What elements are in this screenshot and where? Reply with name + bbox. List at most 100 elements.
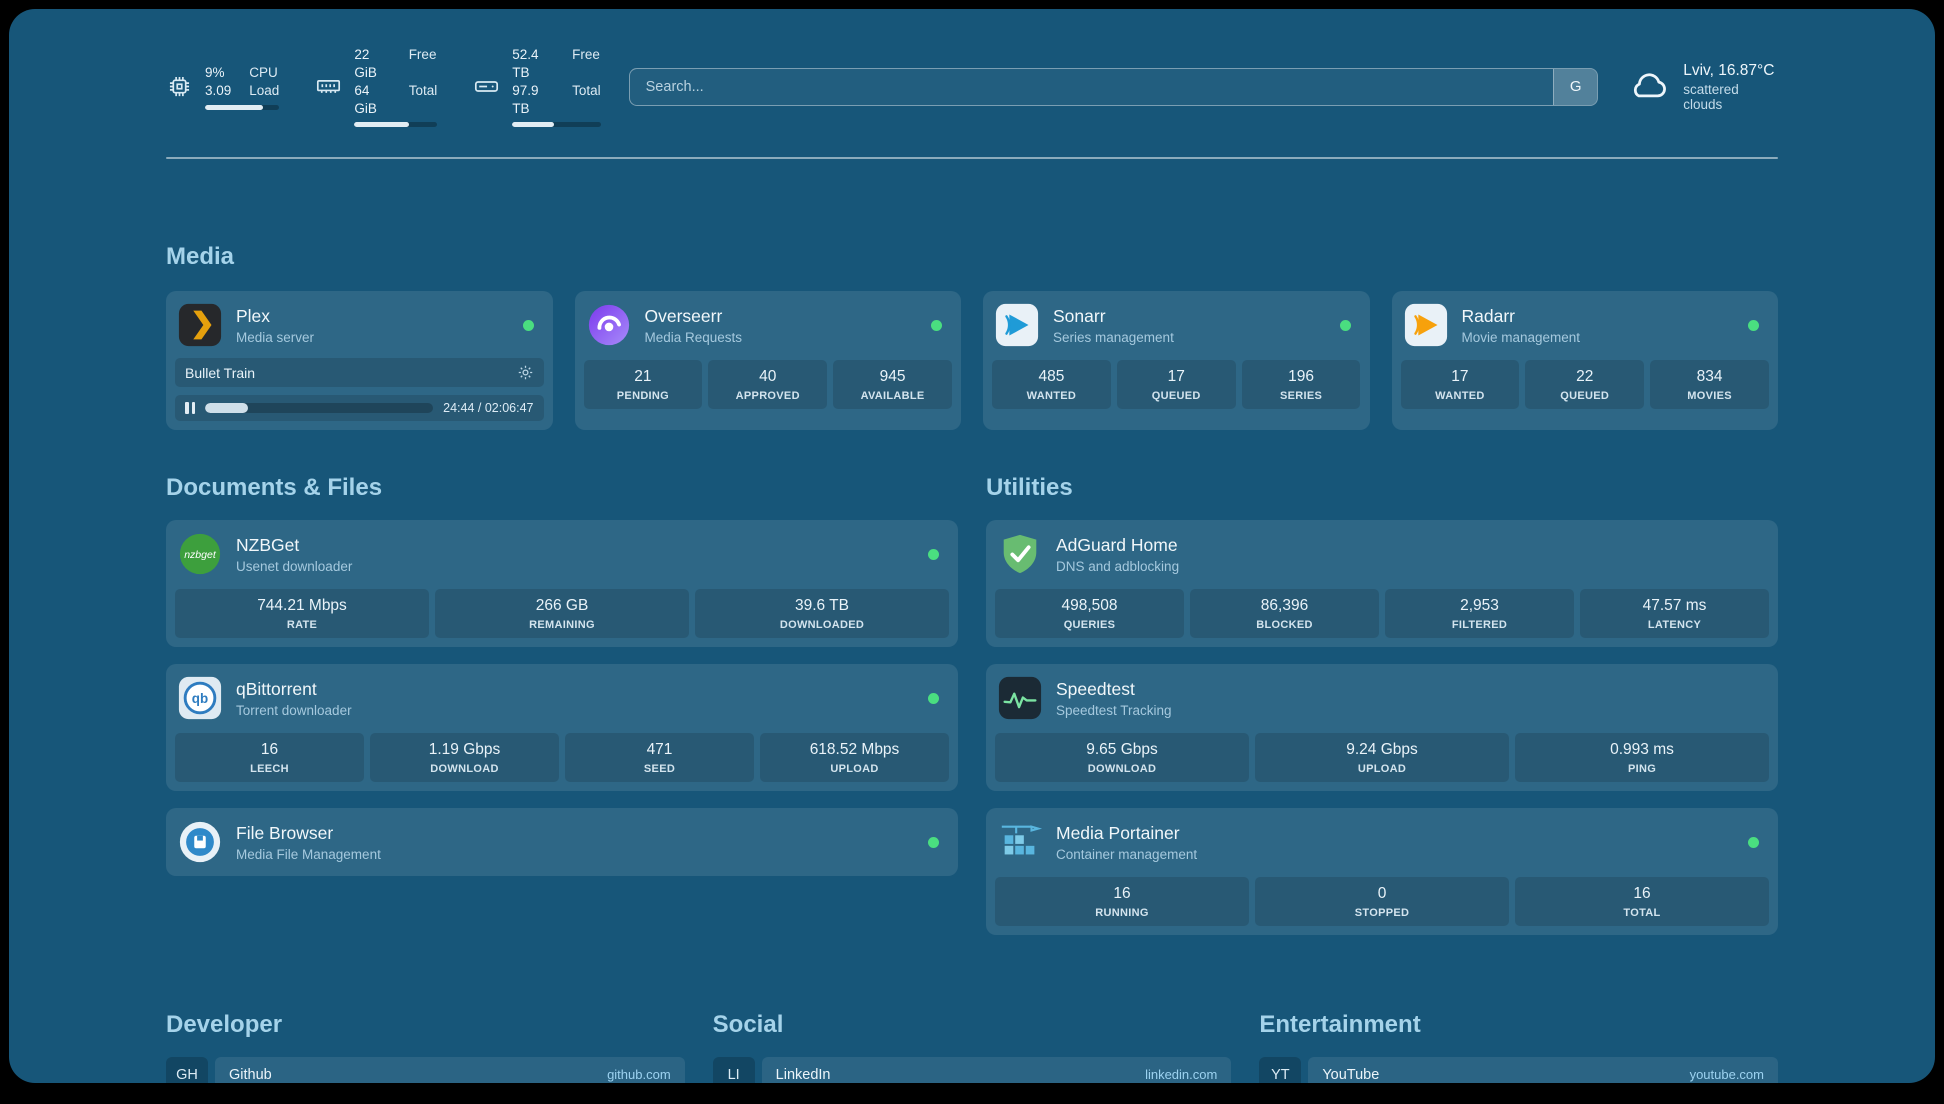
stat-value: 47.57 ms: [1642, 597, 1707, 615]
service-card-plex[interactable]: Plex Media server Bullet Train: [166, 291, 553, 431]
disk-progress-bar: [512, 122, 601, 128]
bookmark-url: linkedin.com: [1145, 1067, 1218, 1083]
memory-total-value: 64 GiB: [354, 83, 377, 116]
service-card-portainer[interactable]: Media Portainer Container management 16 …: [986, 808, 1778, 936]
stat-label: UPLOAD: [830, 763, 879, 776]
speedtest-icon: [997, 675, 1043, 721]
svg-text:qb: qb: [192, 691, 208, 706]
stat-label: DOWNLOAD: [1087, 763, 1157, 776]
svg-text:nzbget: nzbget: [184, 549, 217, 561]
stat-value: 0.993 ms: [1610, 741, 1674, 759]
status-dot: [928, 836, 939, 848]
stat-tile: 39.6 TB DOWNLOADED: [695, 589, 949, 639]
topbar-divider: [166, 157, 1778, 160]
stat-tile: 9.65 Gbps DOWNLOAD: [995, 733, 1249, 783]
stat-label: WANTED: [1026, 390, 1077, 403]
memory-progress-fill: [354, 122, 410, 128]
stat-tile: 196 SERIES: [1241, 360, 1361, 410]
status-dot: [1748, 836, 1759, 848]
stat-value: 945: [879, 368, 906, 386]
stat-tile: 0 STOPPED: [1255, 877, 1509, 927]
service-subtitle: Series management: [1053, 329, 1174, 345]
now-playing-title: Bullet Train: [185, 364, 256, 381]
stat-tile: 21 PENDING: [583, 360, 703, 410]
stat-value: 196: [1288, 368, 1314, 386]
gear-icon[interactable]: [517, 364, 534, 381]
service-name: Plex: [236, 305, 271, 326]
service-subtitle: Usenet downloader: [236, 558, 353, 574]
stat-tile: 618.52 Mbps UPLOAD: [760, 733, 949, 783]
search-provider-button[interactable]: G: [1553, 68, 1598, 105]
service-card-radarr[interactable]: Radarr Movie management 17 WANTED 22 QUE…: [1391, 291, 1778, 431]
service-subtitle: Container management: [1056, 846, 1198, 862]
filebrowser-icon: [177, 819, 223, 865]
service-card-adguard[interactable]: AdGuard Home DNS and adblocking 498,508 …: [986, 520, 1778, 648]
memory-label-2: Total: [408, 83, 438, 99]
bookmark-github[interactable]: GH Github github.com: [166, 1057, 685, 1083]
service-subtitle: DNS and adblocking: [1056, 558, 1180, 574]
stat-label: REMAINING: [529, 619, 595, 632]
service-card-nzbget[interactable]: nzbget NZBGet Usenet downloader 744.21 M…: [166, 520, 958, 648]
status-dot: [928, 548, 939, 560]
memory-widget: 22 GiB Free 64 GiB Total: [315, 46, 438, 128]
pause-button[interactable]: [185, 402, 195, 415]
cpu-icon: [166, 73, 193, 100]
portainer-icon: [997, 819, 1043, 865]
section-title-utilities: Utilities: [986, 474, 1073, 502]
stat-value: 17: [1451, 368, 1469, 386]
service-name: AdGuard Home: [1056, 534, 1178, 555]
media-card-grid: Plex Media server Bullet Train: [166, 291, 1778, 431]
stat-value: 16: [260, 741, 279, 759]
stat-tile: 498,508 QUERIES: [995, 589, 1184, 639]
stat-tile: 471 SEED: [565, 733, 754, 783]
stat-tile: 22 QUEUED: [1525, 360, 1645, 410]
stat-value: 22: [1576, 368, 1594, 386]
service-card-sonarr[interactable]: Sonarr Series management 485 WANTED 17 Q…: [983, 291, 1370, 431]
disk-progress-fill: [512, 122, 554, 128]
service-card-filebrowser[interactable]: File Browser Media File Management: [166, 808, 958, 877]
stat-label: FILTERED: [1451, 619, 1508, 632]
service-card-qbittorrent[interactable]: qb qBittorrent Torrent downloader 16 LEE…: [166, 664, 958, 792]
playback-progress-bar[interactable]: [205, 403, 434, 414]
search-input[interactable]: [629, 68, 1554, 105]
service-card-speedtest[interactable]: Speedtest Speedtest Tracking 9.65 Gbps D…: [986, 664, 1778, 792]
disk-label-1: Free: [572, 47, 600, 62]
bookmark-linkedin[interactable]: LI LinkedIn linkedin.com: [712, 1057, 1232, 1083]
weather-location: Lviv, 16.87°C: [1683, 61, 1775, 79]
stat-value: 40: [759, 368, 777, 386]
stat-value: 9.24 Gbps: [1346, 741, 1418, 759]
weather-widget: Lviv, 16.87°C scattered clouds: [1626, 62, 1778, 112]
stat-tile: 86,396 BLOCKED: [1190, 589, 1379, 639]
stat-label: STOPPED: [1354, 907, 1410, 920]
status-dot: [928, 692, 939, 704]
stat-value: 266 GB: [535, 597, 589, 615]
stat-label: LATENCY: [1647, 619, 1702, 632]
service-name: Overseerr: [644, 305, 723, 326]
service-card-overseerr[interactable]: Overseerr Media Requests 21 PENDING 40 A…: [574, 291, 961, 431]
memory-free-value: 22 GiB: [354, 47, 377, 80]
status-dot: [1339, 319, 1351, 331]
bookmark-group-social: Social LI LinkedIn linkedin.com TW Twitt…: [712, 1011, 1232, 1083]
stat-tile: 16 RUNNING: [995, 877, 1249, 927]
plex-icon: [177, 302, 223, 348]
stat-value: 39.6 TB: [794, 597, 849, 615]
utilities-column: Utilities AdGuard Home DNS and a: [986, 474, 1778, 936]
service-name: Sonarr: [1053, 305, 1106, 326]
stat-label: WANTED: [1435, 390, 1485, 403]
stat-value: 16: [1633, 885, 1651, 903]
bookmark-url: youtube.com: [1689, 1067, 1764, 1083]
stat-tile: 834 MOVIES: [1650, 360, 1769, 410]
stat-value: 2,953: [1460, 597, 1499, 615]
documents-column: Documents & Files nzbget NZBGet U: [166, 474, 958, 877]
stat-label: RATE: [286, 619, 318, 632]
service-subtitle: Movie management: [1461, 329, 1581, 345]
bookmark-youtube[interactable]: YT YouTube youtube.com: [1259, 1057, 1778, 1083]
stat-tile: 945 AVAILABLE: [833, 360, 952, 410]
bookmark-group-developer: Developer GH Github github.com SO StackO…: [166, 1011, 685, 1083]
stat-tile: 744.21 Mbps RATE: [175, 589, 429, 639]
service-name: Speedtest: [1056, 678, 1135, 699]
memory-icon: [315, 73, 342, 100]
playback-time: 24:44 / 02:06:47: [443, 401, 534, 416]
stat-value: 744.21 Mbps: [257, 597, 347, 615]
